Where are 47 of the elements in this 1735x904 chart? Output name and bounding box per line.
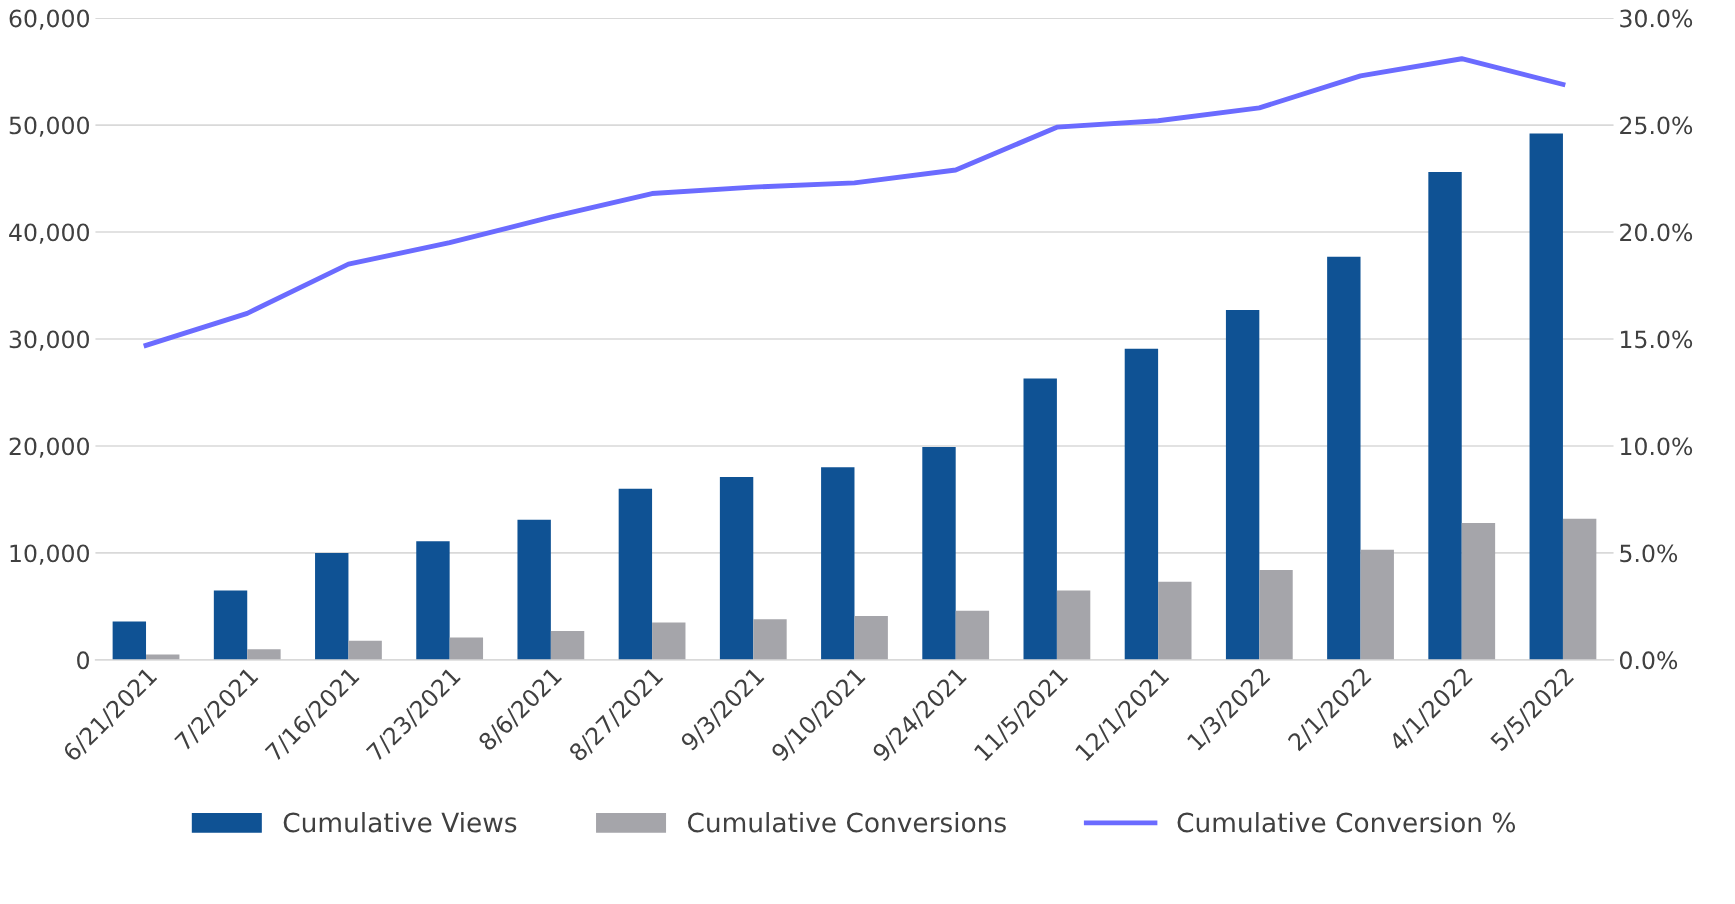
- legend-label: Cumulative Views: [283, 812, 517, 833]
- y-tick-label: 30,000: [9, 330, 89, 351]
- y-tick-label: 50,000: [9, 116, 89, 137]
- bar: [922, 447, 956, 660]
- y2-tick-label: 20.0%: [1620, 223, 1693, 242]
- bar: [1056, 590, 1091, 660]
- y2-tick-label: 0.0%: [1619, 651, 1678, 670]
- line-series: [143, 56, 1566, 348]
- bar: [1124, 348, 1159, 660]
- bar: [652, 622, 686, 660]
- bar: [348, 640, 382, 660]
- bar: [719, 477, 754, 660]
- bar: [517, 519, 551, 660]
- y2-tick-label: 25.0%: [1620, 116, 1693, 135]
- y2-tick-label: 5.0%: [1620, 544, 1678, 563]
- y-tick-label: 40,000: [9, 223, 89, 244]
- y-tick-label: 10,000: [10, 544, 89, 565]
- y2-tick-label: 30.0%: [1620, 9, 1693, 28]
- bar: [1225, 310, 1260, 660]
- bar: [1562, 518, 1597, 660]
- bar: [955, 610, 990, 660]
- bar: [618, 488, 653, 660]
- bar: [821, 467, 855, 660]
- legend-label: Cumulative Conversion %: [1177, 812, 1516, 833]
- y-tick-label: 20,000: [9, 437, 89, 458]
- bar: [112, 621, 147, 660]
- y-tick-label: 60,000: [9, 9, 89, 30]
- bar: [315, 552, 349, 660]
- bar: [550, 631, 585, 660]
- bar: [1158, 581, 1192, 660]
- bar: [1428, 172, 1462, 660]
- bar: [416, 541, 450, 660]
- bar: [1259, 570, 1293, 660]
- bar: [213, 590, 248, 660]
- bar: [247, 649, 281, 660]
- bar: [854, 616, 888, 660]
- bar: [753, 619, 787, 660]
- y-tick-label: 0: [77, 651, 89, 670]
- y2-tick-label: 10.0%: [1621, 437, 1693, 456]
- bar: [1360, 549, 1394, 660]
- bar: [1529, 133, 1563, 660]
- y2-tick-label: 15.0%: [1621, 330, 1693, 349]
- legend-label: Cumulative Conversions: [687, 812, 1006, 833]
- bar: [1023, 378, 1057, 660]
- bar: [1461, 522, 1496, 660]
- bar: [1327, 256, 1361, 660]
- bar: [449, 637, 484, 660]
